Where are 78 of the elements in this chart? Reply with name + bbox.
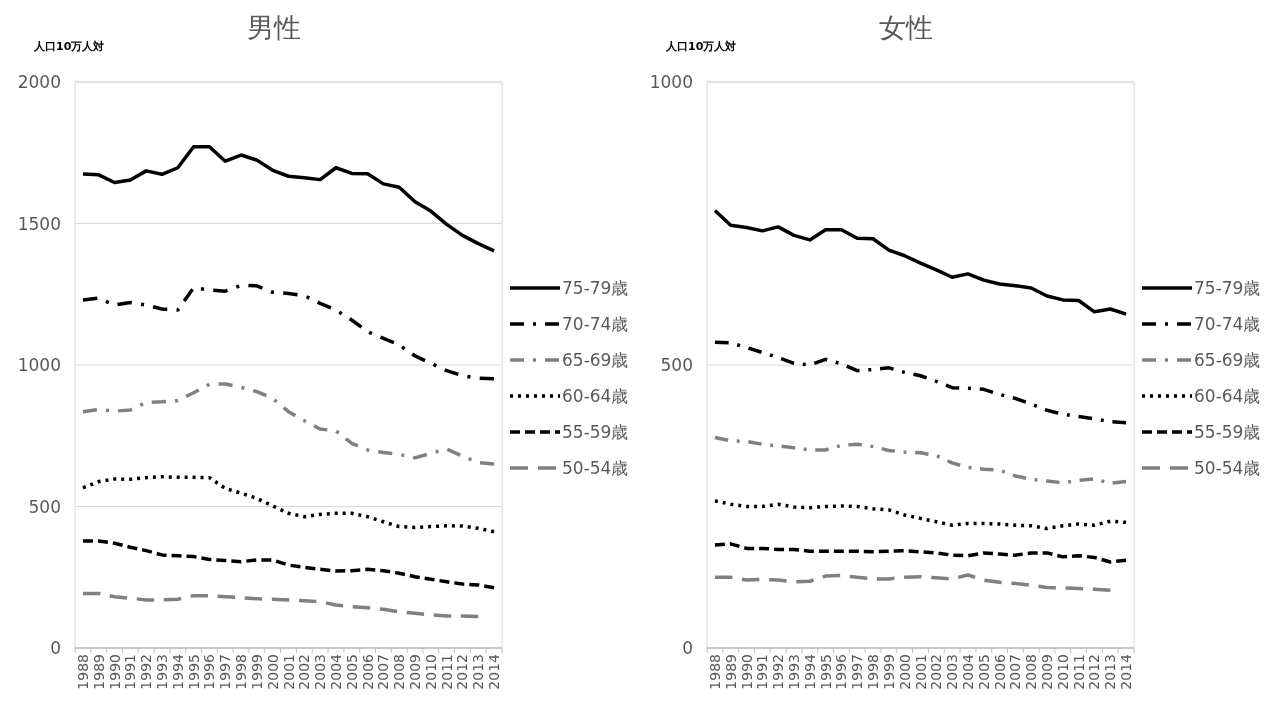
- y-tick-label: 500: [660, 355, 693, 375]
- x-tick-label: 2014: [1118, 653, 1135, 690]
- x-tick-label: 2009: [407, 654, 424, 690]
- x-tick-label: 2000: [264, 654, 281, 690]
- x-tick-label: 2012: [454, 654, 471, 690]
- legend-label: 70-74歳: [1194, 314, 1261, 334]
- x-tick-label: 1993: [153, 654, 170, 690]
- x-tick-label: 1999: [248, 654, 265, 690]
- y-tick-label: 1500: [17, 213, 61, 234]
- legend-label: 55-59歳: [1194, 422, 1261, 442]
- legend-label: 55-59歳: [562, 422, 629, 442]
- x-tick-label: 2012: [1086, 654, 1103, 690]
- x-tick-label: 2005: [975, 654, 992, 690]
- legend-label: 75-79歳: [1194, 278, 1261, 298]
- x-tick-label: 1997: [217, 654, 234, 690]
- y-tick-label: 1000: [649, 72, 693, 92]
- y-tick-label: 500: [28, 496, 61, 517]
- x-tick-label: 2011: [438, 654, 455, 690]
- y-axis-title: 人口10万人対: [665, 40, 737, 53]
- y-tick-label: 1000: [17, 355, 61, 375]
- x-tick-label: 2001: [912, 654, 929, 690]
- x-tick-label: 2003: [944, 654, 961, 690]
- x-tick-label: 2004: [959, 653, 976, 690]
- x-tick-label: 2002: [296, 654, 313, 690]
- x-tick-label: 2013: [470, 654, 487, 690]
- y-tick-label: 2000: [17, 72, 61, 92]
- x-tick-label: 2006: [991, 653, 1008, 690]
- x-tick-label: 2007: [375, 654, 392, 690]
- y-tick-label: 0: [50, 638, 61, 658]
- x-tick-label: 1990: [738, 654, 755, 690]
- x-tick-label: 1988: [74, 654, 91, 690]
- x-tick-label: 1988: [706, 654, 723, 690]
- x-tick-label: 1990: [106, 654, 123, 690]
- x-tick-label: 1992: [770, 654, 787, 690]
- legend-label: 50-54歳: [562, 458, 629, 478]
- x-tick-label: 1989: [722, 654, 739, 690]
- x-tick-label: 1991: [122, 654, 139, 690]
- x-tick-label: 1998: [233, 654, 250, 690]
- legend-label: 70-74歳: [562, 314, 629, 334]
- legend-label: 50-54歳: [1194, 458, 1261, 478]
- legend-label: 60-64歳: [562, 386, 629, 406]
- x-tick-label: 2007: [1007, 654, 1024, 690]
- x-tick-label: 1995: [185, 654, 202, 690]
- x-tick-label: 1995: [817, 654, 834, 690]
- legend-label: 65-69歳: [1194, 350, 1261, 370]
- x-tick-label: 1997: [849, 654, 866, 690]
- x-tick-label: 2008: [391, 654, 408, 690]
- y-tick-label: 0: [682, 638, 693, 658]
- x-tick-label: 1994: [169, 653, 186, 690]
- legend-label: 60-64歳: [1194, 386, 1261, 406]
- x-tick-label: 2002: [928, 654, 945, 690]
- x-tick-label: 1993: [785, 654, 802, 690]
- x-tick-label: 2003: [312, 654, 329, 690]
- x-tick-label: 1992: [138, 654, 155, 690]
- x-tick-label: 2005: [343, 654, 360, 690]
- x-tick-label: 1999: [880, 654, 897, 690]
- x-tick-label: 2009: [1039, 654, 1056, 690]
- x-tick-label: 2001: [280, 654, 297, 690]
- chart-title: 女性: [878, 12, 933, 43]
- x-tick-label: 2010: [1054, 654, 1071, 690]
- x-tick-label: 2006: [359, 653, 376, 690]
- legend-label: 75-79歳: [562, 278, 629, 298]
- x-tick-label: 1991: [754, 654, 771, 690]
- x-tick-label: 2013: [1102, 654, 1119, 690]
- x-tick-label: 1996: [833, 653, 850, 690]
- x-tick-label: 2010: [422, 654, 439, 690]
- x-tick-label: 2008: [1023, 654, 1040, 690]
- legend-label: 65-69歳: [562, 350, 629, 370]
- x-tick-label: 2000: [896, 654, 913, 690]
- x-tick-label: 2004: [327, 653, 344, 690]
- x-tick-label: 1996: [201, 653, 218, 690]
- x-tick-label: 1989: [90, 654, 107, 690]
- x-tick-label: 1998: [865, 654, 882, 690]
- chart-title: 男性: [246, 12, 301, 43]
- x-tick-label: 1994: [801, 653, 818, 690]
- y-axis-title: 人口10万人対: [33, 40, 105, 53]
- x-tick-label: 2011: [1070, 654, 1087, 690]
- x-tick-label: 2014: [486, 653, 503, 690]
